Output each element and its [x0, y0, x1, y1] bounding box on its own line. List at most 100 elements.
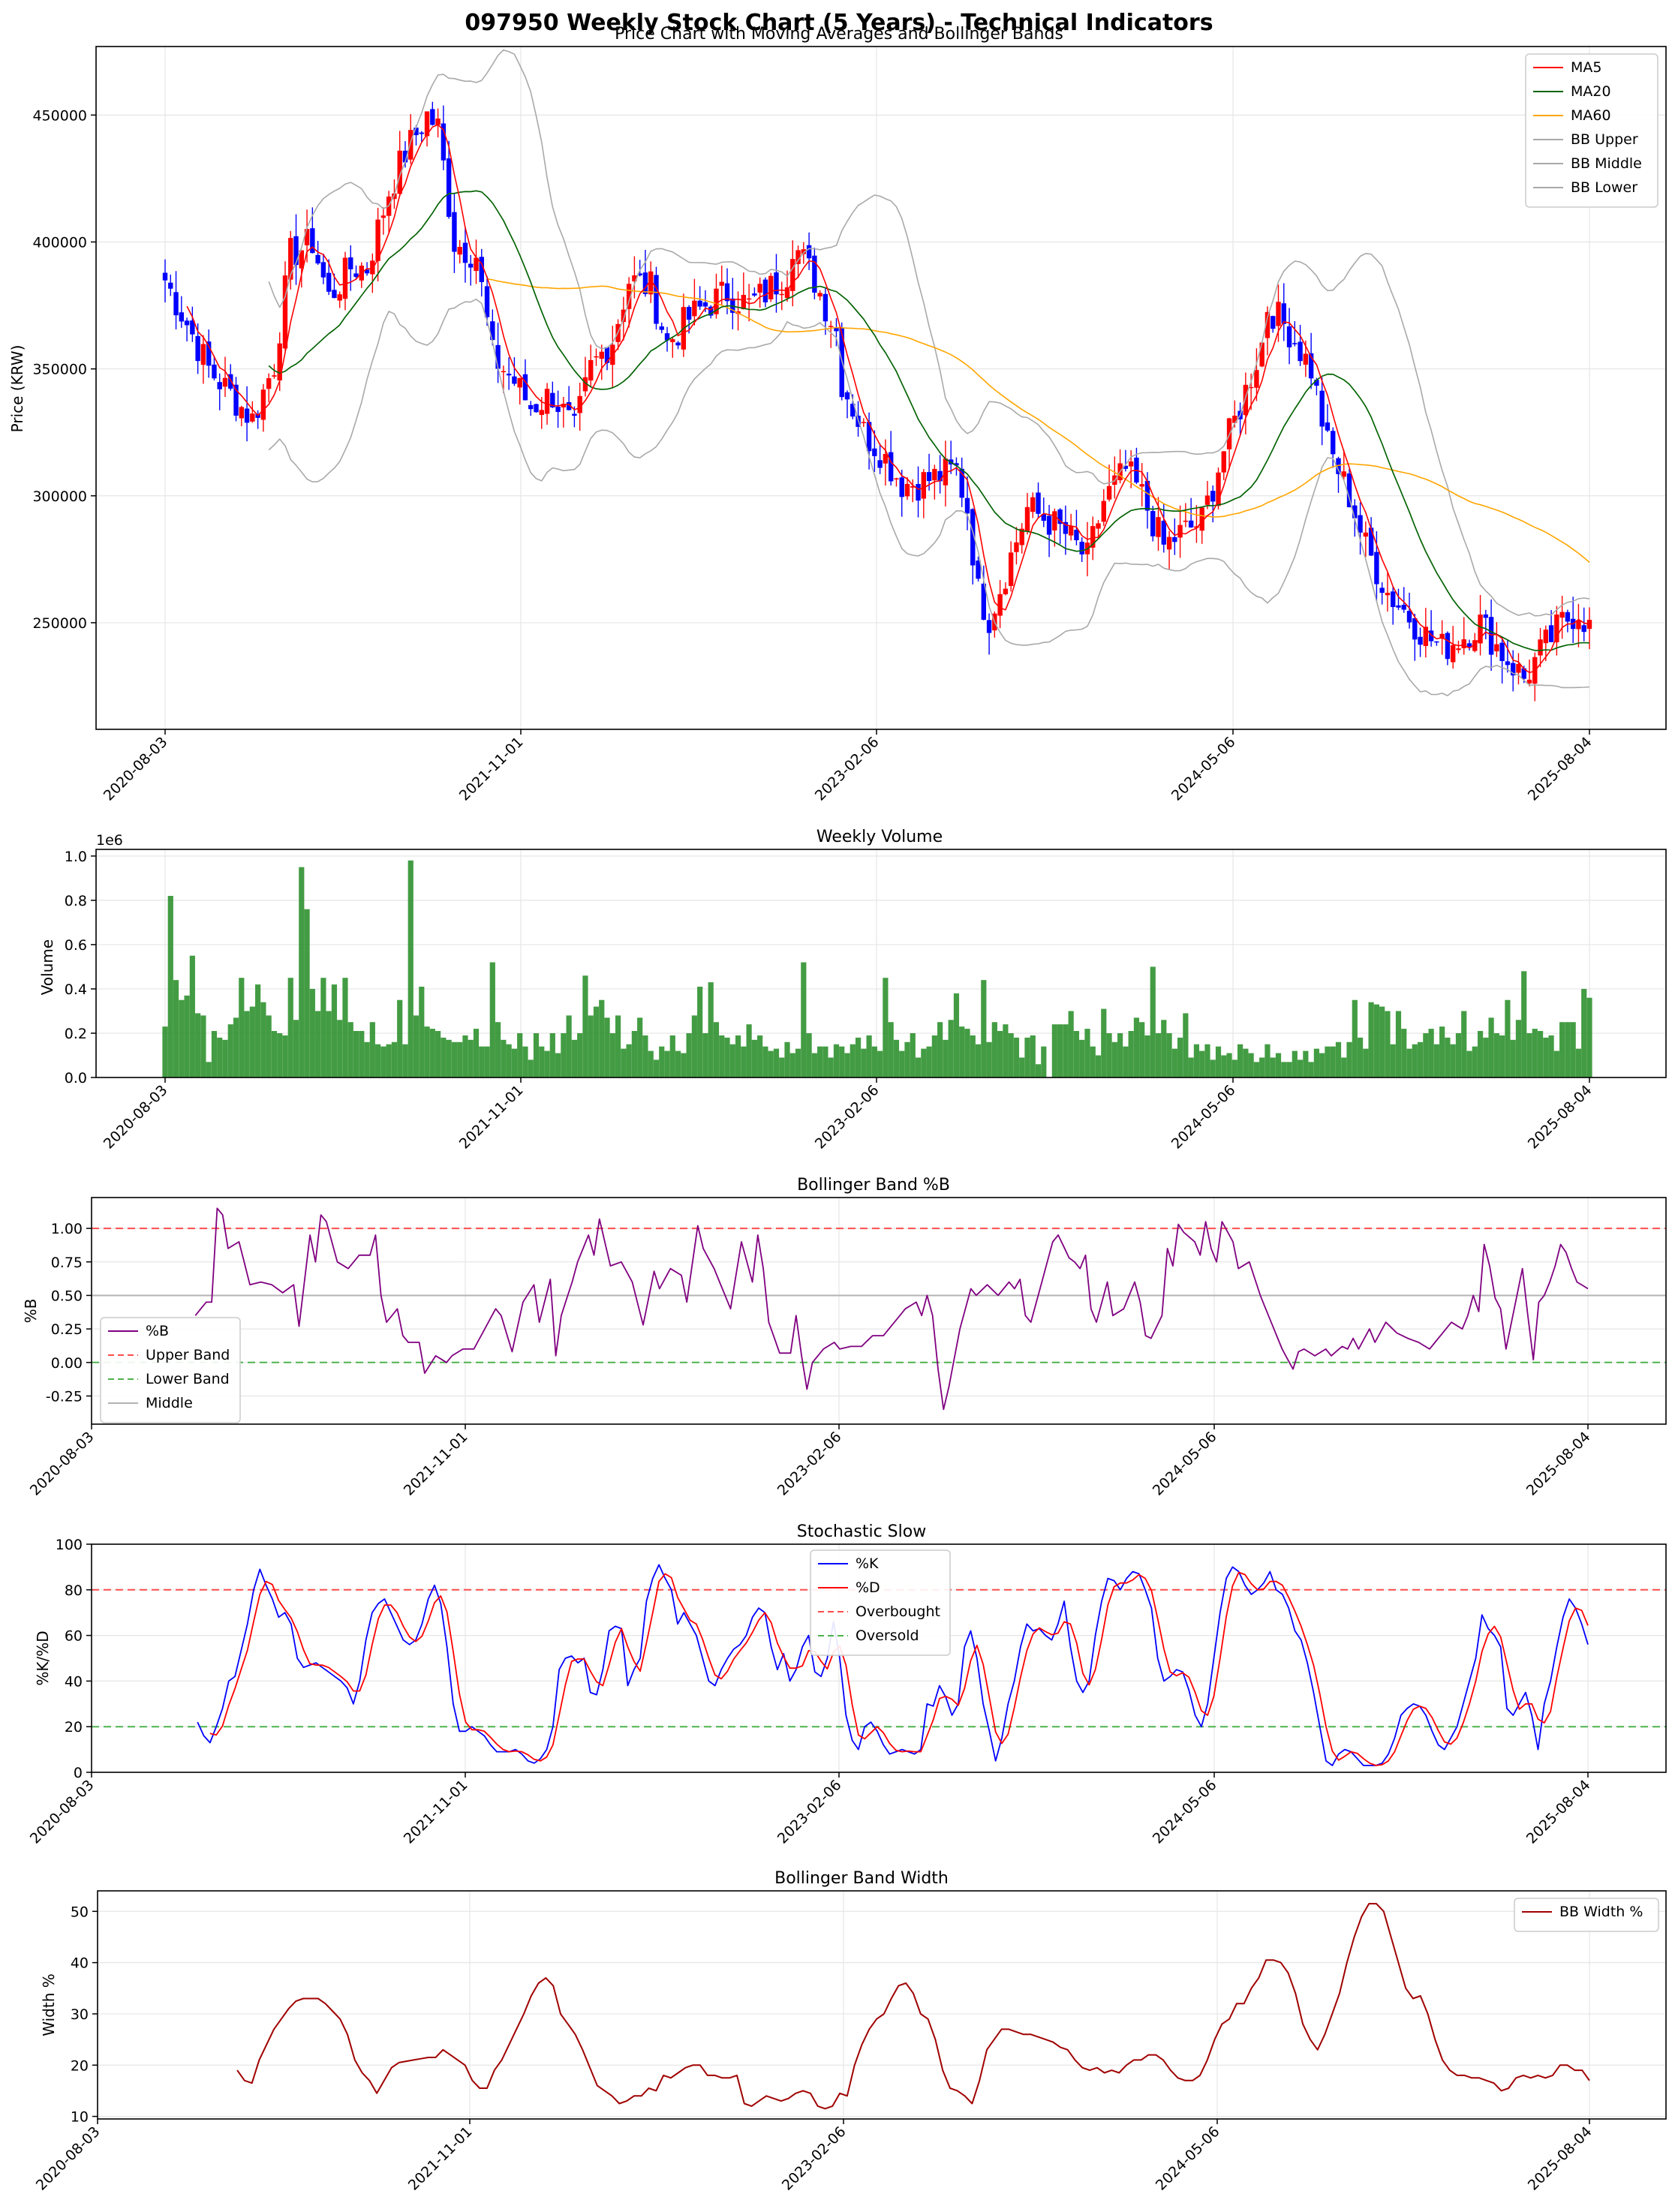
candle-body — [222, 377, 228, 387]
volume-bar — [173, 980, 179, 1077]
candle-body — [1450, 645, 1456, 663]
volume-bar — [1303, 1050, 1309, 1077]
candle-body — [462, 242, 468, 263]
volume-bar — [331, 984, 338, 1077]
volume-bar — [659, 1046, 665, 1077]
candle-body — [266, 378, 272, 389]
candle-body — [430, 109, 435, 125]
volume-bar — [915, 1057, 922, 1077]
volume-bar — [1308, 1062, 1314, 1077]
volume-bar — [255, 984, 261, 1077]
candle-body — [784, 287, 790, 299]
volume-bar — [473, 1029, 480, 1077]
volume-bar — [986, 1041, 992, 1077]
volume-bar — [1335, 1041, 1342, 1077]
candle-body — [894, 478, 899, 479]
volume-bar — [1483, 1037, 1489, 1077]
candle-body — [1188, 520, 1194, 527]
candle-body — [1581, 625, 1586, 633]
volume-bar — [883, 978, 889, 1077]
volume-bar — [1401, 1029, 1407, 1077]
candle-body — [604, 347, 610, 363]
candle-body — [1358, 515, 1363, 533]
volume-bar — [757, 1035, 763, 1077]
candle-body — [534, 404, 539, 413]
candle-body — [1271, 316, 1276, 329]
volume-bar — [1428, 1029, 1434, 1077]
volume-bar — [719, 1035, 725, 1077]
candle-body — [1232, 416, 1237, 423]
volume-bar — [462, 1035, 468, 1077]
volume-bar — [691, 1015, 697, 1077]
stochastic-ylabel: %K/%D — [34, 1630, 52, 1685]
candle-body — [239, 407, 245, 419]
candle-body — [1559, 612, 1565, 618]
volume-bar — [1395, 1011, 1402, 1077]
candle-body — [1030, 497, 1036, 512]
volume-bar — [1008, 1032, 1014, 1077]
candle-body — [380, 215, 386, 218]
price-plot: 250000 300000 350000 400000 450000 2020-08-03… — [32, 46, 1667, 804]
candle-body — [1331, 431, 1336, 455]
stochastic-xtick-label: 2021-11-01 — [401, 1777, 471, 1847]
candle-body — [1543, 630, 1549, 644]
volume-bar — [921, 1048, 927, 1077]
volume-bar — [506, 1044, 512, 1077]
pctb-frame — [91, 1197, 1667, 1425]
candle-body — [937, 470, 943, 482]
volume-bar — [266, 1015, 272, 1077]
candle-body — [320, 262, 326, 278]
volume-bar — [244, 1011, 250, 1077]
volume-bar — [1243, 1048, 1249, 1077]
price-legend-label: BB Lower — [1571, 179, 1637, 196]
volume-bar — [850, 1044, 856, 1077]
candle-body — [402, 150, 408, 163]
price-legend-label: BB Middle — [1571, 155, 1642, 172]
price-legend-label: BB Upper — [1571, 131, 1638, 148]
candle-body — [1254, 370, 1259, 388]
volume-bar — [1035, 1064, 1042, 1077]
volume-bar — [1057, 1024, 1063, 1077]
candle-body — [572, 413, 577, 416]
bbwidth-plot: 10 20 30 40 50 2020-08-03 2021-11-01 2023-02-06… — [33, 1890, 1667, 2194]
volume-bar — [653, 1059, 660, 1077]
candle-body — [1210, 491, 1216, 502]
bbwidth-title: Bollinger Band Width — [774, 1869, 949, 1888]
volume-bar — [893, 1039, 900, 1077]
volume-bar — [697, 986, 703, 1077]
volume-bar — [1183, 1013, 1189, 1077]
candle-body — [1036, 492, 1041, 514]
volume-bar — [1515, 1020, 1522, 1077]
volume-bar — [637, 1017, 643, 1077]
candle-body — [757, 284, 762, 293]
bbwidth-xtick-label: 2025-08-04 — [1525, 2123, 1595, 2194]
candle-body — [1341, 471, 1346, 477]
candle-body — [479, 257, 484, 282]
volume-bar — [724, 1037, 730, 1077]
volume-bar — [871, 1046, 877, 1077]
candle-body — [413, 128, 419, 136]
candle-body — [326, 272, 332, 292]
candle-body — [801, 249, 807, 254]
stochastic-legend-label: Oversold — [856, 1627, 919, 1644]
volume-bar — [833, 1044, 840, 1077]
stochastic-ytick-label: 0 — [74, 1765, 83, 1781]
candle-body — [1385, 593, 1391, 596]
candle-body — [337, 294, 342, 301]
volume-bar — [1548, 1035, 1554, 1077]
candle-body — [1090, 526, 1096, 548]
candle-body — [1526, 679, 1532, 684]
volume-bar — [206, 1062, 212, 1077]
volume-bar — [337, 1020, 343, 1077]
volume-bar — [299, 867, 305, 1077]
volume-bar — [779, 1057, 785, 1077]
volume-bar — [964, 1029, 970, 1077]
stochastic-ytick-label: 60 — [65, 1628, 83, 1645]
candle-body — [184, 320, 190, 326]
price-legend-label: MA60 — [1571, 107, 1611, 124]
candle-body — [1286, 326, 1292, 347]
price-xtick-label: 2020-08-03 — [101, 734, 171, 804]
volume-bar — [713, 1022, 720, 1077]
volume-bar — [577, 1032, 583, 1077]
volume-bar — [1406, 1048, 1412, 1077]
